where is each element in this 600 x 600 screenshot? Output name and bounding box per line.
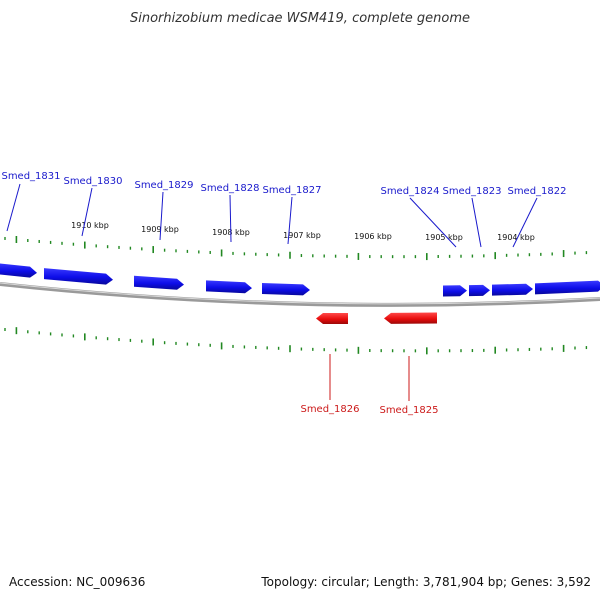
gene-label-smed-1823[interactable]: Smed_1823 [442, 186, 501, 197]
map-title: Sinorhizobium medicae WSM419, complete g… [130, 11, 470, 26]
scale-label: 1910 kbp [71, 221, 109, 230]
gene-arrow [469, 284, 490, 297]
gene-leader-line [159, 191, 164, 241]
scale-label: 1905 kbp [425, 233, 463, 242]
genome-backbone-highlight [0, 282, 600, 305]
gene-leader-line [81, 187, 93, 237]
tick-marks-bottom [4, 327, 588, 355]
scale-label: 1906 kbp [354, 232, 392, 241]
gene-label-smed-1822[interactable]: Smed_1822 [507, 186, 566, 197]
gene-arrow [0, 263, 37, 278]
gene-label-smed-1829[interactable]: Smed_1829 [134, 180, 193, 191]
gene-labels: Smed_1831 Smed_1830 Smed_1829 Smed_1828 Smed… [1, 171, 566, 416]
gene-leader-line [6, 183, 21, 232]
gene-arrow [262, 282, 310, 296]
gene-label-smed-1828[interactable]: Smed_1828 [200, 183, 259, 194]
gene-label-smed-1825[interactable]: Smed_1825 [379, 405, 438, 416]
scale-label: 1909 kbp [141, 225, 179, 234]
scale-labels: 1910 kbp 1909 kbp 1908 kbp 1907 kbp 1906 kbp… [71, 221, 535, 242]
gene-label-smed-1830[interactable]: Smed_1830 [63, 176, 122, 187]
gene-leader-line [409, 197, 457, 248]
gene-leader-line [512, 197, 538, 248]
gene-leader-line [471, 197, 482, 248]
gene-leader-line [287, 196, 293, 245]
gene-leader-line [229, 194, 232, 243]
gene-arrow [44, 268, 113, 285]
gene-arrow [492, 283, 533, 296]
gene-arrow [134, 275, 184, 290]
gene-label-smed-1827[interactable]: Smed_1827 [262, 185, 321, 196]
scale-label: 1904 kbp [497, 233, 535, 242]
gene-arrow [535, 280, 600, 295]
gene-arrow [443, 285, 467, 297]
gene-arrows [0, 263, 600, 325]
gene-leaders [6, 183, 538, 401]
gene-arrow [316, 313, 348, 325]
genome-backbone [0, 282, 600, 307]
genome-summary-text: Topology: circular; Length: 3,781,904 bp… [260, 575, 591, 589]
gene-arrow [384, 312, 437, 324]
gene-label-smed-1826[interactable]: Smed_1826 [300, 404, 359, 415]
gene-label-smed-1831[interactable]: Smed_1831 [1, 171, 60, 182]
gene-arrow [206, 280, 252, 294]
tick-marks-top [4, 235, 588, 261]
gene-label-smed-1824[interactable]: Smed_1824 [380, 186, 439, 197]
accession-text: Accession: NC_009636 [9, 575, 145, 589]
scale-label: 1907 kbp [283, 231, 321, 240]
